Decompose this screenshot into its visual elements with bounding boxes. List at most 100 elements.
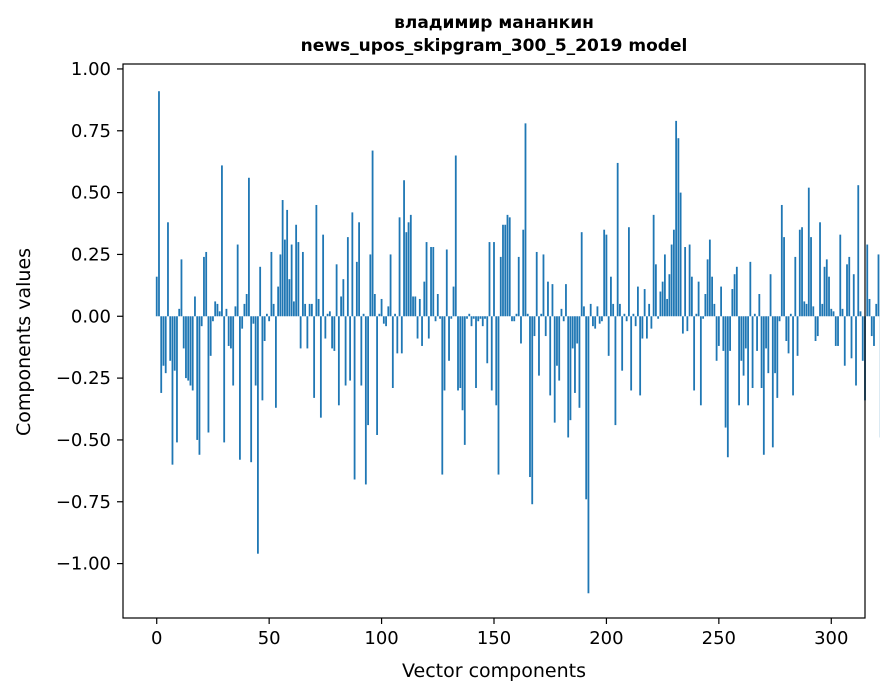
bar	[697, 281, 700, 317]
y-tick-label: 0.25	[71, 244, 111, 265]
bar	[484, 316, 486, 319]
y-tick-label: −0.50	[56, 430, 111, 451]
bar	[344, 316, 347, 386]
bar	[445, 249, 448, 317]
bar	[221, 165, 223, 317]
bar	[387, 306, 390, 317]
bar	[578, 316, 581, 408]
bar	[661, 281, 664, 317]
x-tick-label: 250	[702, 628, 736, 649]
bar	[562, 316, 565, 322]
bar	[540, 313, 543, 317]
bar	[499, 256, 502, 317]
bar	[452, 286, 455, 317]
bar	[841, 308, 844, 317]
bar	[493, 242, 495, 317]
bar	[194, 296, 196, 317]
bar	[200, 316, 203, 327]
chart-title: владимир мананкин	[394, 13, 594, 33]
bar	[589, 303, 592, 317]
bar	[497, 316, 500, 475]
bar	[434, 316, 437, 322]
bar	[448, 316, 450, 361]
bar	[416, 316, 419, 339]
bar	[414, 296, 417, 317]
bar	[679, 192, 682, 317]
bar	[275, 316, 277, 408]
bar	[805, 303, 808, 317]
bar	[538, 316, 540, 376]
bar	[209, 316, 212, 356]
bar	[861, 316, 864, 361]
bar	[668, 274, 671, 317]
bar	[819, 222, 821, 317]
bar	[324, 316, 327, 339]
bar	[513, 316, 516, 322]
bar	[542, 254, 545, 317]
bar	[663, 254, 666, 317]
bar	[675, 120, 678, 317]
bar	[657, 316, 660, 319]
bar	[632, 313, 635, 317]
bar	[355, 261, 358, 317]
bar	[331, 316, 334, 349]
bar	[173, 316, 176, 371]
bar	[672, 229, 675, 317]
bar	[349, 316, 351, 381]
bar	[461, 316, 464, 411]
bar	[580, 232, 583, 317]
bar	[535, 251, 538, 317]
bar	[286, 209, 289, 317]
bar	[308, 303, 311, 317]
bar	[396, 316, 399, 354]
bar	[364, 316, 367, 485]
bar	[601, 316, 603, 322]
bar	[529, 316, 531, 478]
bar	[459, 316, 462, 388]
bar	[236, 244, 239, 317]
bar	[857, 185, 860, 317]
bar	[234, 306, 237, 317]
bar	[866, 244, 869, 317]
bar	[423, 281, 426, 317]
bar	[569, 316, 572, 421]
bar	[488, 242, 491, 317]
bars	[155, 91, 880, 594]
bar	[164, 316, 167, 374]
bar	[614, 316, 617, 426]
bar	[767, 316, 770, 374]
bar	[688, 244, 691, 317]
bar	[376, 316, 378, 435]
bar	[272, 303, 275, 317]
bar	[185, 316, 187, 379]
bar	[268, 316, 271, 322]
bar	[583, 306, 585, 317]
bar	[216, 303, 219, 317]
bar	[380, 298, 383, 317]
bar	[508, 217, 511, 317]
bar	[409, 214, 412, 317]
bar	[454, 155, 457, 317]
bar	[486, 316, 489, 364]
bar	[353, 316, 356, 480]
bar	[576, 316, 579, 344]
bar	[522, 229, 525, 317]
y-tick-label: 0.00	[71, 306, 111, 327]
bar	[641, 316, 644, 339]
bar	[243, 303, 246, 317]
bar	[749, 261, 752, 317]
bar	[203, 256, 205, 317]
bar	[646, 316, 648, 339]
bar	[196, 316, 199, 440]
bar	[830, 308, 833, 317]
bar	[205, 251, 208, 317]
bar	[803, 301, 806, 317]
bar	[794, 256, 797, 317]
bar	[549, 316, 552, 396]
bar	[708, 239, 711, 317]
bar	[574, 316, 576, 393]
bar	[735, 266, 738, 317]
bar	[515, 313, 518, 317]
y-tick-label: −0.75	[56, 492, 111, 513]
bar	[623, 313, 626, 317]
